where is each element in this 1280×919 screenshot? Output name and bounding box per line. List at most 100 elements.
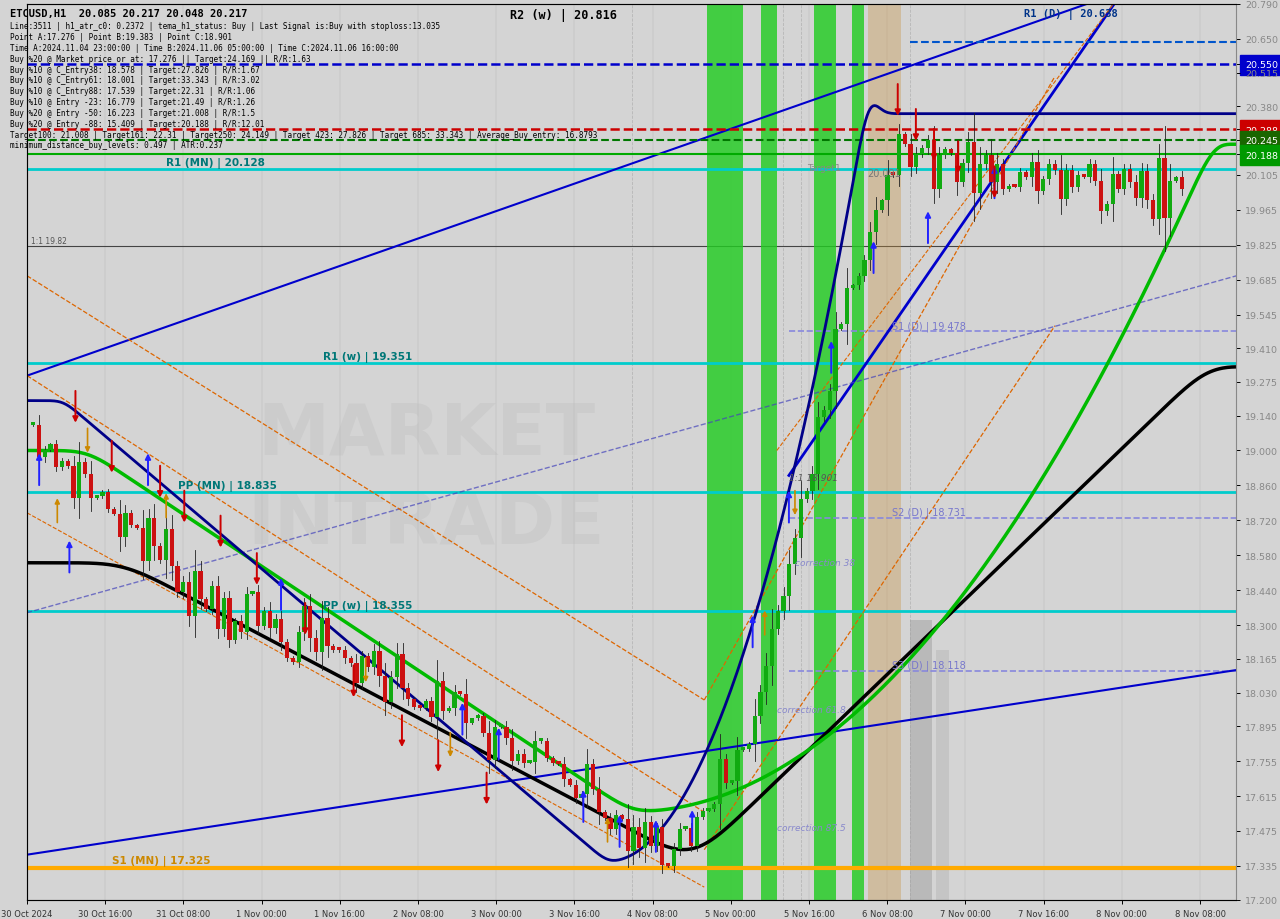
Bar — [758, 692, 763, 716]
Bar — [608, 819, 613, 829]
Bar — [649, 823, 653, 846]
Bar — [435, 681, 439, 718]
Bar — [840, 324, 844, 329]
Bar — [955, 154, 959, 183]
Bar — [118, 515, 122, 538]
Bar — [828, 392, 832, 411]
Text: S1 (MN) | 17.325: S1 (MN) | 17.325 — [111, 856, 210, 867]
Bar — [314, 639, 319, 652]
Bar — [169, 529, 174, 566]
Text: ETCUSD,H1  20.085 20.217 20.048 20.217: ETCUSD,H1 20.085 20.217 20.048 20.217 — [10, 9, 248, 19]
Bar — [1128, 169, 1132, 183]
Bar — [205, 599, 209, 609]
Bar — [463, 695, 468, 723]
Bar — [684, 826, 687, 829]
Bar — [1169, 182, 1172, 220]
Bar — [960, 164, 965, 183]
Bar — [134, 526, 140, 528]
Bar — [49, 445, 52, 450]
Bar — [54, 445, 59, 468]
Bar — [406, 688, 411, 699]
Bar — [233, 621, 237, 640]
Bar — [152, 519, 156, 547]
Bar — [262, 611, 266, 626]
Bar — [180, 583, 186, 593]
Bar — [925, 141, 931, 149]
Bar — [1047, 165, 1051, 180]
Bar — [65, 461, 70, 467]
Bar — [1180, 177, 1184, 190]
Bar — [920, 149, 924, 154]
Bar — [845, 289, 849, 324]
Text: correction 61.8: correction 61.8 — [777, 706, 846, 715]
Bar — [302, 607, 307, 632]
Bar — [787, 564, 791, 596]
Text: Buy %10 @ C_Entry38: 18.578 | Target:27.826 | R/R:1.67: Buy %10 @ C_Entry38: 18.578 | Target:27.… — [10, 65, 260, 74]
Bar — [337, 648, 342, 651]
Bar — [1105, 205, 1108, 211]
Bar — [868, 5, 901, 900]
Bar — [712, 804, 717, 809]
Bar — [1036, 163, 1039, 192]
Bar — [1093, 165, 1097, 182]
Bar — [470, 719, 474, 723]
Bar — [580, 794, 584, 799]
Bar — [643, 823, 648, 847]
Text: Buy %20 @ Entry -88: 15.409 | Target:20.188 | R/R:12.01: Buy %20 @ Entry -88: 15.409 | Target:20.… — [10, 119, 265, 129]
Bar — [475, 716, 480, 719]
Bar — [1174, 177, 1179, 182]
Bar — [371, 651, 376, 668]
Bar — [412, 699, 416, 708]
Bar — [1162, 159, 1166, 220]
Bar — [1139, 172, 1143, 199]
Bar — [141, 528, 145, 561]
Bar — [325, 618, 330, 646]
Text: Time A:2024.11.04 23:00:00 | Time B:2024.11.06 05:00:00 | Time C:2024.11.06 16:0: Time A:2024.11.04 23:00:00 | Time B:2024… — [10, 44, 399, 52]
Bar — [782, 596, 786, 611]
Bar — [355, 664, 358, 683]
Bar — [72, 467, 76, 498]
Text: Buy %10 @ C_Entry88: 17.539 | Target:22.31 | R/R:1.06: Buy %10 @ C_Entry88: 17.539 | Target:22.… — [10, 87, 256, 96]
Text: S1 (D) | 19.478: S1 (D) | 19.478 — [892, 321, 965, 332]
Bar — [666, 863, 671, 867]
Text: PP (w) | 18.355: PP (w) | 18.355 — [324, 600, 412, 611]
Bar — [1082, 175, 1085, 177]
Bar — [1029, 163, 1034, 177]
Bar — [100, 492, 105, 496]
Bar — [221, 599, 225, 630]
Text: S3 (D) | 18.118: S3 (D) | 18.118 — [892, 660, 965, 670]
Bar — [741, 747, 745, 751]
Bar — [37, 425, 41, 458]
Bar — [401, 654, 404, 688]
Bar — [452, 692, 457, 709]
Text: correction 87.5: correction 87.5 — [777, 823, 846, 832]
Bar — [123, 514, 128, 538]
Text: Target100: 21.008 | Target161: 22.31 | Target250: 24.149 | Target 423: 27.826 | : Target100: 21.008 | Target161: 22.31 | T… — [10, 130, 598, 140]
Bar — [1076, 176, 1080, 188]
Bar — [562, 765, 566, 779]
Bar — [279, 619, 283, 641]
Bar — [308, 607, 312, 639]
Bar — [937, 156, 942, 190]
Text: Buy %10 @ C_Entry61: 18.001 | Target:33.343 | R/R:3.02: Buy %10 @ C_Entry61: 18.001 | Target:33.… — [10, 76, 260, 85]
Bar — [753, 716, 756, 744]
Bar — [429, 701, 434, 718]
Text: R1 (D) | 20.638: R1 (D) | 20.638 — [1024, 9, 1117, 20]
Bar — [539, 739, 543, 742]
Bar — [762, 5, 777, 900]
Bar — [707, 5, 742, 900]
Bar — [603, 811, 607, 819]
Bar — [1157, 159, 1161, 221]
Bar — [914, 154, 919, 167]
Bar — [297, 632, 301, 663]
Bar — [995, 165, 1000, 183]
Bar — [1111, 175, 1115, 205]
Bar — [187, 583, 191, 617]
Bar — [488, 733, 492, 760]
Bar — [695, 817, 699, 846]
Bar — [909, 144, 913, 167]
Bar — [60, 461, 64, 468]
Bar — [851, 5, 864, 900]
Bar — [805, 491, 809, 500]
Bar — [937, 651, 948, 900]
